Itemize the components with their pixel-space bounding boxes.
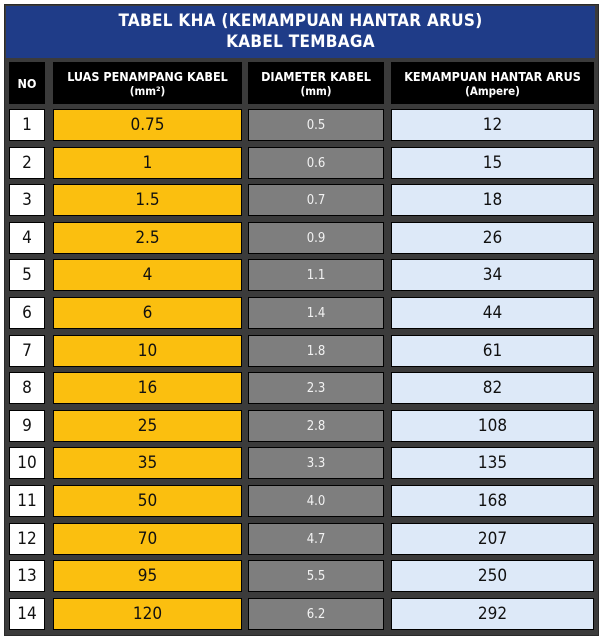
row-luas-cell: 6: [53, 297, 242, 329]
row-luas-cell: 1.5: [53, 184, 242, 216]
header-kha-label: KEMAMPUAN HANTAR ARUS: [404, 68, 581, 84]
header-kha: KEMAMPUAN HANTAR ARUS (Ampere): [391, 62, 594, 104]
row-diameter-cell: 6.2: [248, 598, 384, 630]
header-no: NO: [9, 62, 45, 104]
title-line-2: KABEL TEMBAGA: [226, 32, 375, 52]
row-no-cell: 12: [9, 523, 45, 555]
row-kha-cell: 207: [391, 523, 594, 555]
row-kha-cell: 34: [391, 259, 594, 291]
row-no-cell: 14: [9, 598, 45, 630]
row-luas-cell: 10: [53, 335, 242, 367]
row-kha-cell: 292: [391, 598, 594, 630]
row-kha-cell: 18: [391, 184, 594, 216]
row-diameter-cell: 0.9: [248, 222, 384, 254]
header-luas-label: LUAS PENAMPANG KABEL: [67, 68, 228, 84]
row-luas-cell: 35: [53, 447, 242, 479]
row-no-cell: 5: [9, 259, 45, 291]
row-diameter-cell: 4.7: [248, 523, 384, 555]
row-diameter-cell: 1.4: [248, 297, 384, 329]
row-luas-cell: 120: [53, 598, 242, 630]
row-kha-cell: 135: [391, 447, 594, 479]
row-luas-cell: 2.5: [53, 222, 242, 254]
row-kha-cell: 250: [391, 560, 594, 592]
row-luas-cell: 4: [53, 259, 242, 291]
row-diameter-cell: 5.5: [248, 560, 384, 592]
row-kha-cell: 61: [391, 335, 594, 367]
header-diameter: DIAMETER KABEL (mm): [248, 62, 384, 104]
row-luas-cell: 95: [53, 560, 242, 592]
row-no-cell: 4: [9, 222, 45, 254]
row-no-cell: 9: [9, 410, 45, 442]
row-no-cell: 10: [9, 447, 45, 479]
row-kha-cell: 15: [391, 147, 594, 179]
header-luas-unit: (mm²): [129, 83, 166, 98]
header-diameter-unit: (mm): [300, 83, 332, 98]
row-diameter-cell: 2.8: [248, 410, 384, 442]
row-diameter-cell: 1.1: [248, 259, 384, 291]
row-diameter-cell: 1.8: [248, 335, 384, 367]
header-luas: LUAS PENAMPANG KABEL (mm²): [53, 62, 242, 104]
header-kha-unit: (Ampere): [465, 83, 520, 98]
row-luas-cell: 1: [53, 147, 242, 179]
row-diameter-cell: 4.0: [248, 485, 384, 517]
row-no-cell: 13: [9, 560, 45, 592]
row-diameter-cell: 2.3: [248, 372, 384, 404]
row-kha-cell: 26: [391, 222, 594, 254]
row-kha-cell: 82: [391, 372, 594, 404]
row-no-cell: 11: [9, 485, 45, 517]
row-no-cell: 8: [9, 372, 45, 404]
row-luas-cell: 70: [53, 523, 242, 555]
row-diameter-cell: 0.5: [248, 109, 384, 141]
row-no-cell: 1: [9, 109, 45, 141]
row-kha-cell: 12: [391, 109, 594, 141]
row-no-cell: 7: [9, 335, 45, 367]
row-no-cell: 3: [9, 184, 45, 216]
row-luas-cell: 0.75: [53, 109, 242, 141]
row-no-cell: 2: [9, 147, 45, 179]
row-kha-cell: 168: [391, 485, 594, 517]
row-diameter-cell: 0.7: [248, 184, 384, 216]
row-kha-cell: 108: [391, 410, 594, 442]
header-diameter-label: DIAMETER KABEL: [261, 68, 371, 84]
row-kha-cell: 44: [391, 297, 594, 329]
header-no-label: NO: [17, 75, 37, 91]
row-luas-cell: 25: [53, 410, 242, 442]
row-no-cell: 6: [9, 297, 45, 329]
table-title: TABEL KHA (KEMAMPUAN HANTAR ARUS) KABEL …: [6, 6, 595, 58]
title-line-1: TABEL KHA (KEMAMPUAN HANTAR ARUS): [118, 11, 483, 31]
row-diameter-cell: 3.3: [248, 447, 384, 479]
row-diameter-cell: 0.6: [248, 147, 384, 179]
row-luas-cell: 50: [53, 485, 242, 517]
row-luas-cell: 16: [53, 372, 242, 404]
